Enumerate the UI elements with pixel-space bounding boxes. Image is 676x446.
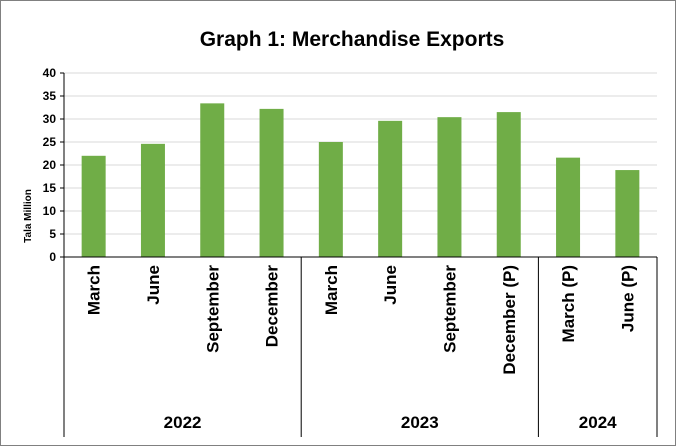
y-tick-label: 0	[49, 250, 56, 264]
chart-title: Graph 1: Merchandise Exports	[200, 28, 505, 51]
category-label: September	[440, 265, 459, 353]
year-label: 2024	[579, 413, 617, 432]
year-label: 2022	[164, 413, 202, 432]
category-label: June	[144, 265, 163, 305]
y-tick-label: 10	[43, 204, 57, 218]
bar	[81, 155, 106, 257]
y-tick-label: 20	[43, 158, 57, 172]
category-label: March	[322, 265, 341, 315]
year-label: 2023	[401, 413, 439, 432]
category-label: June	[381, 265, 400, 305]
axes	[60, 72, 657, 437]
bar	[378, 120, 403, 257]
bar	[200, 103, 225, 257]
bar	[615, 170, 640, 257]
y-tick-label: 5	[49, 227, 56, 241]
year-groups: 2022 2023 2024	[164, 257, 658, 437]
bar	[318, 142, 343, 257]
y-tick-label: 35	[43, 89, 57, 103]
bar	[437, 117, 462, 257]
y-tick-label: 30	[43, 112, 57, 126]
bar	[259, 108, 284, 257]
y-tick-label: 25	[43, 135, 57, 149]
category-label: December (P)	[500, 265, 519, 375]
bar	[556, 157, 581, 257]
bar	[140, 143, 165, 257]
y-tick-label: 40	[43, 66, 57, 80]
category-label: March	[85, 265, 104, 315]
y-tick-labels: 0 5 10 15 20 25 30 35 40	[43, 66, 57, 264]
category-label: June (P)	[618, 265, 637, 332]
category-label: March (P)	[559, 265, 578, 342]
bar	[496, 112, 521, 257]
bars	[81, 103, 640, 257]
y-axis-label: Tala Million	[23, 189, 34, 243]
y-tick-label: 15	[43, 181, 57, 195]
category-label: December	[263, 265, 282, 348]
category-labels: March June September December March June Septe…	[85, 265, 638, 375]
category-label: September	[203, 265, 222, 353]
